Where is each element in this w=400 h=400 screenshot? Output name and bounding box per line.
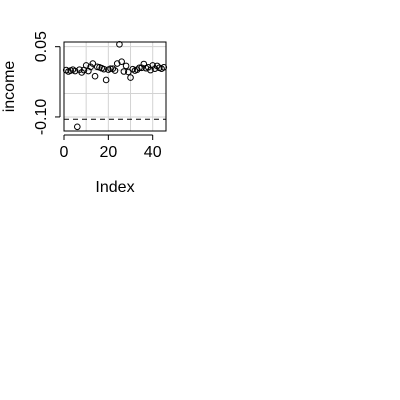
data-point: [120, 68, 128, 75]
x-tick-label: 20: [99, 144, 117, 161]
y-axis-label: income: [1, 61, 18, 113]
data-point: [82, 62, 90, 69]
data-point: [149, 62, 156, 69]
grid-lines: [63, 42, 166, 131]
data-point: [118, 58, 125, 65]
data-point: [111, 67, 119, 74]
data-point: [74, 123, 81, 131]
data-point: [89, 60, 97, 67]
x-axis-label: Index: [95, 179, 134, 196]
data-point: [127, 74, 134, 81]
data-point: [160, 63, 168, 71]
data-points: [62, 41, 168, 131]
data-point: [91, 72, 99, 80]
data-point: [102, 76, 110, 84]
y-tick-label: -0.10: [33, 99, 50, 136]
data-point: [136, 64, 143, 72]
data-point: [122, 62, 130, 70]
y-tick-label: 0.05: [33, 31, 50, 62]
x-tick-label: 0: [60, 144, 69, 161]
plot-frame: [63, 41, 167, 132]
data-point: [87, 63, 94, 71]
data-point: [100, 65, 108, 73]
x-tick-label: 40: [144, 144, 162, 161]
y-axis: -0.10 0.05: [33, 31, 61, 136]
x-axis: 0 20 40: [60, 134, 162, 161]
data-point: [71, 67, 79, 75]
